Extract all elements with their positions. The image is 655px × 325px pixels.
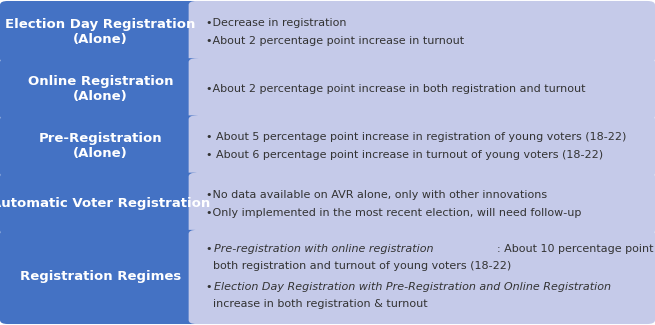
FancyBboxPatch shape [189, 173, 655, 234]
FancyBboxPatch shape [0, 1, 201, 63]
Text: Registration Regimes: Registration Regimes [20, 270, 181, 283]
Text: Online Registration
(Alone): Online Registration (Alone) [28, 75, 174, 103]
Text: • About 5 percentage point increase in registration of young voters (18-22): • About 5 percentage point increase in r… [206, 132, 626, 142]
Text: Pre-Registration
(Alone): Pre-Registration (Alone) [39, 132, 162, 160]
FancyBboxPatch shape [189, 58, 655, 120]
Text: •About 2 percentage point increase in turnout: •About 2 percentage point increase in tu… [206, 36, 464, 46]
FancyBboxPatch shape [0, 173, 201, 234]
Text: •Only implemented in the most recent election, will need follow-up: •Only implemented in the most recent ele… [206, 208, 581, 217]
Text: •Decrease in registration: •Decrease in registration [206, 18, 346, 28]
FancyBboxPatch shape [189, 115, 655, 177]
FancyBboxPatch shape [189, 1, 655, 63]
Text: Automatic Voter Registration: Automatic Voter Registration [0, 197, 210, 210]
FancyBboxPatch shape [0, 230, 201, 324]
Text: •About 2 percentage point increase in both registration and turnout: •About 2 percentage point increase in bo… [206, 84, 585, 94]
Text: increase in both registration & turnout: increase in both registration & turnout [206, 299, 427, 309]
Text: Election Day Registration
(Alone): Election Day Registration (Alone) [5, 18, 196, 46]
Text: Election Day Registration with Pre-Registration and Online Registration: Election Day Registration with Pre-Regis… [214, 282, 611, 292]
Text: •: • [206, 244, 212, 254]
Text: •: • [206, 282, 212, 292]
Text: Pre-registration with online registration: Pre-registration with online registratio… [214, 244, 434, 254]
Text: both registration and turnout of young voters (18-22): both registration and turnout of young v… [206, 261, 511, 271]
FancyBboxPatch shape [189, 230, 655, 324]
Text: •No data available on AVR alone, only with other innovations: •No data available on AVR alone, only wi… [206, 189, 547, 200]
FancyBboxPatch shape [0, 58, 201, 120]
Text: : About 10 percentage point increase in: : About 10 percentage point increase in [497, 244, 655, 254]
FancyBboxPatch shape [0, 115, 201, 177]
Text: • About 6 percentage point increase in turnout of young voters (18-22): • About 6 percentage point increase in t… [206, 150, 603, 160]
